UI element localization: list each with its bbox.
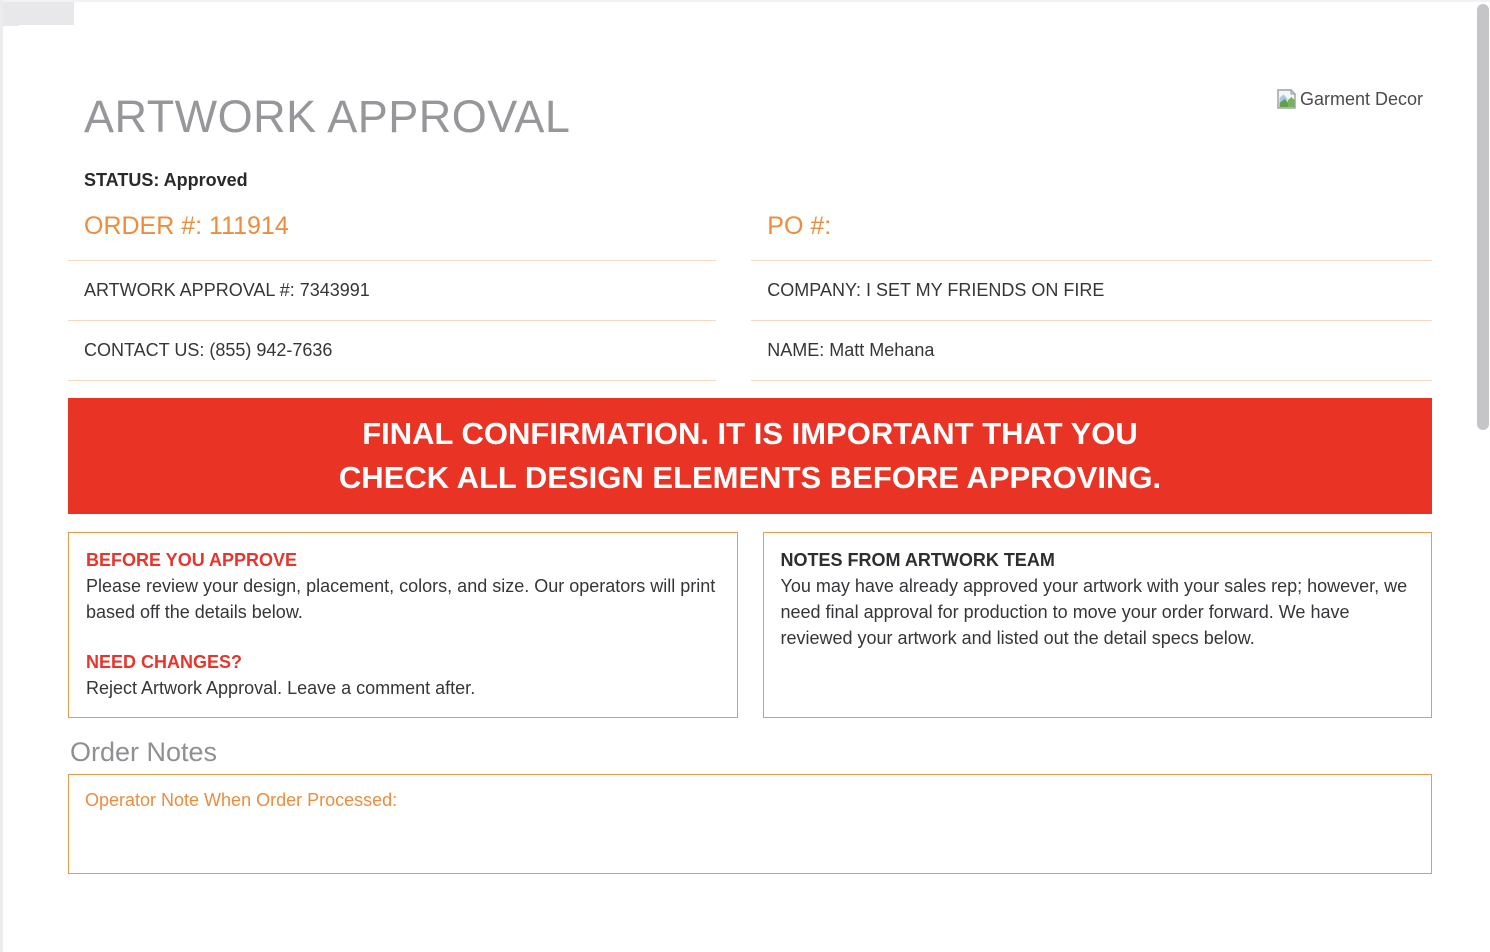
po-number-heading: PO #: [767,212,832,240]
divider [68,320,717,321]
before-you-approve-heading: BEFORE YOU APPROVE [86,550,298,570]
header: ARTWORK APPROVAL Garment Decor [68,25,1432,143]
broken-image-icon [1275,88,1299,110]
final-confirmation-banner: FINAL CONFIRMATION. IT IS IMPORTANT THAT… [68,398,1432,514]
status-line: STATUS: Approved [84,170,248,190]
order-number-heading: ORDER #: 111914 [84,212,289,240]
order-info-left-column: ORDER #: 111914 ARTWORK APPROVAL #: 7343… [68,212,717,381]
order-info-right-column: PO #: COMPANY: I SET MY FRIENDS ON FIRE … [751,212,1432,381]
artwork-team-notes-heading: NOTES FROM ARTWORK TEAM [780,550,1055,570]
page-background-corner [0,0,74,26]
artwork-team-notes-body: You may have already approved your artwo… [780,576,1408,648]
divider [68,260,717,261]
artwork-approval-number: ARTWORK APPROVAL #: 7343991 [84,280,370,300]
logo-alt-text: Garment Decor [1299,88,1423,109]
customer-name: NAME: Matt Mehana [767,340,935,360]
need-changes-heading: NEED CHANGES? [86,652,243,672]
before-you-approve-box: BEFORE YOU APPROVE Please review your de… [68,532,738,718]
operator-note-label: Operator Note When Order Processed: [85,790,398,810]
banner-line-2: CHECK ALL DESIGN ELEMENTS BEFORE APPROVI… [338,460,1162,495]
note-boxes: BEFORE YOU APPROVE Please review your de… [68,532,1432,718]
before-you-approve-body: Please review your design, placement, co… [86,576,716,622]
artwork-team-notes-box: NOTES FROM ARTWORK TEAM You may have alr… [762,532,1432,718]
contact-us: CONTACT US: (855) 942-7636 [84,340,333,360]
need-changes-body: Reject Artwork Approval. Leave a comment… [86,678,476,698]
order-info-grid: ORDER #: 111914 ARTWORK APPROVAL #: 7343… [68,212,1432,381]
order-notes-heading: Order Notes [70,737,218,767]
scrollbar-thumb[interactable] [1477,4,1489,430]
divider [68,380,717,381]
divider [751,260,1432,261]
logo: Garment Decor [1275,88,1423,110]
spacer [86,625,720,649]
banner-line-1: FINAL CONFIRMATION. IT IS IMPORTANT THAT… [362,416,1138,451]
operator-note-box: Operator Note When Order Processed: [68,774,1432,874]
divider [751,380,1432,381]
artwork-approval-card: ARTWORK APPROVAL Garment Decor STATUS: A… [8,25,1490,952]
page-background-left-edge [0,0,3,952]
page-title: ARTWORK APPROVAL [84,91,571,142]
divider [751,320,1432,321]
company: COMPANY: I SET MY FRIENDS ON FIRE [767,280,1105,300]
page-background-top-edge [0,0,1490,2]
